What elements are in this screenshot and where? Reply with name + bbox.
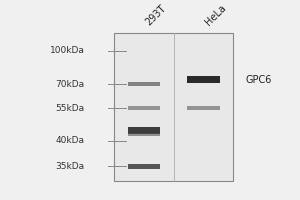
Bar [128, 127, 160, 134]
Text: 293T: 293T [144, 3, 168, 27]
Bar [128, 133, 160, 136]
Bar [128, 106, 160, 110]
Text: 70kDa: 70kDa [56, 80, 85, 89]
Bar [187, 76, 220, 83]
Bar [187, 106, 220, 110]
Text: 35kDa: 35kDa [56, 162, 85, 171]
Bar [128, 82, 160, 86]
Text: 55kDa: 55kDa [56, 104, 85, 113]
Text: 40kDa: 40kDa [56, 136, 85, 145]
Text: GPC6: GPC6 [245, 75, 272, 85]
Bar [114, 33, 233, 181]
Text: 100kDa: 100kDa [50, 46, 85, 55]
Bar [128, 164, 160, 169]
Text: HeLa: HeLa [203, 3, 228, 27]
